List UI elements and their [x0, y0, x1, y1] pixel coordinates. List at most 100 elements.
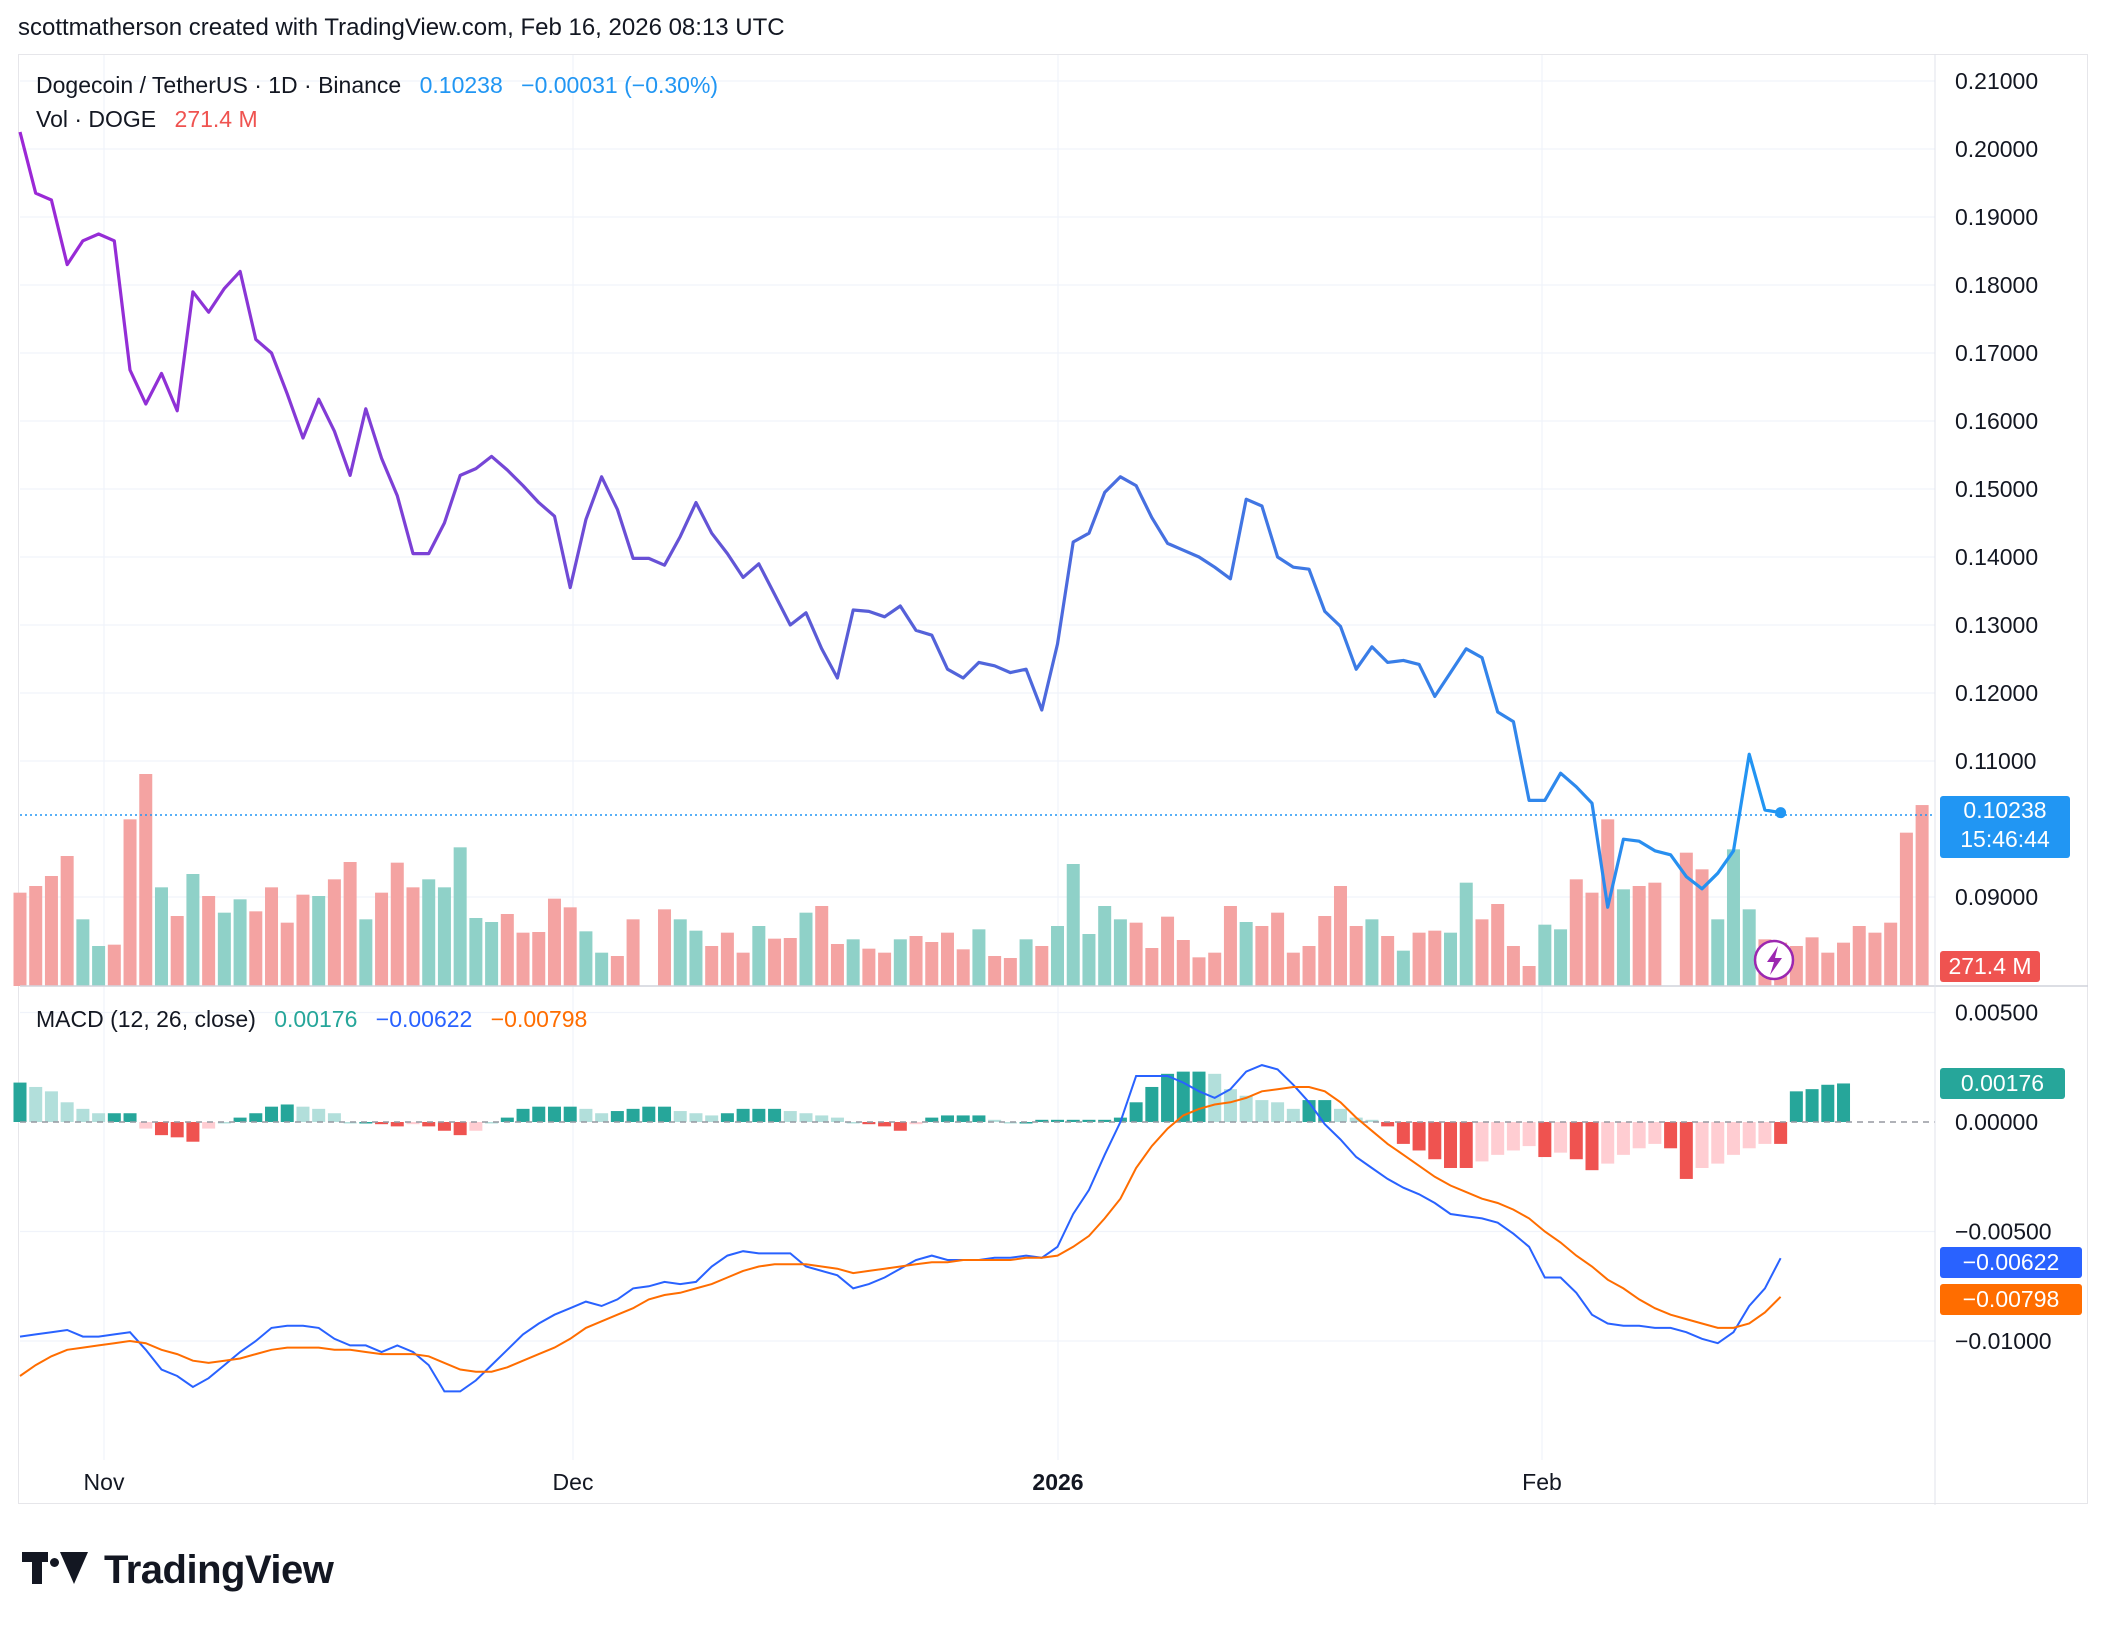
volume-bar [500, 914, 514, 986]
volume-bar [154, 887, 168, 986]
volume-bar [799, 912, 813, 986]
macd-hist-bar [626, 1108, 640, 1122]
macd-hist-bar [1491, 1122, 1505, 1155]
macd-hist-bar [1098, 1119, 1112, 1122]
chart-canvas[interactable]: 0.21000 0.20000 0.19000 0.18000 0.17000 0.160… [0, 0, 2108, 1520]
countdown-timer: 15:46:44 [1960, 826, 2050, 852]
volume-bar [626, 919, 640, 986]
volume-bar [1491, 904, 1505, 986]
macd-hist-bar [1271, 1102, 1285, 1122]
volume-bar [1035, 946, 1049, 986]
macd-hist-bar [862, 1122, 876, 1125]
macd-hist-bar [186, 1122, 200, 1142]
price-tick: 0.14000 [1955, 544, 2038, 570]
volume-bar [1412, 932, 1426, 986]
volume-bar [893, 939, 907, 986]
tradingview-logo[interactable]: TradingView [22, 1547, 334, 1592]
macd-hist-bar [720, 1113, 734, 1122]
macd-hist-bar [1726, 1122, 1740, 1155]
macd-hist-bar [1019, 1122, 1033, 1124]
volume-bar [1051, 926, 1065, 986]
volume-bar [312, 896, 326, 986]
macd-hist-bar [1239, 1095, 1253, 1122]
macd-hist-bar [1522, 1122, 1536, 1147]
macd-hist-bar [752, 1108, 766, 1122]
price-tick: 0.21000 [1955, 68, 2038, 94]
macd-hist-bar [390, 1122, 404, 1127]
symbol-title[interactable]: Dogecoin / TetherUS · 1D · Binance [36, 72, 402, 98]
volume-bar [202, 896, 216, 986]
macd-axis: 0.00500 0.00000 −0.00500 −0.01000 [1955, 1000, 2052, 1355]
volume-bar [107, 944, 121, 986]
volume-bar [909, 936, 923, 986]
macd-title[interactable]: MACD (12, 26, close) [36, 1006, 256, 1032]
volume-bar [343, 862, 357, 986]
volume-bar [1569, 879, 1583, 986]
macd-hist-bar [909, 1122, 923, 1125]
macd-hist-bar [1742, 1122, 1756, 1149]
volume-bar [422, 879, 436, 986]
macd-hist-bar [988, 1119, 1002, 1122]
macd-hist-bar [1711, 1122, 1725, 1164]
grid-lines [20, 55, 1935, 1460]
macd-hist-bar [422, 1122, 436, 1127]
price-tick: 0.15000 [1955, 476, 2038, 502]
macd-hist-bar [359, 1122, 373, 1124]
volume-bar [1695, 869, 1709, 986]
volume-bar [1444, 932, 1458, 986]
macd-tick: −0.00500 [1955, 1219, 2052, 1245]
volume-bar [1066, 864, 1080, 986]
price-tick: 0.18000 [1955, 272, 2038, 298]
volume-bar [1475, 919, 1489, 986]
chart-frame[interactable] [18, 54, 2088, 1504]
macd-hist-bar [940, 1115, 954, 1122]
volume-bar [249, 911, 263, 986]
macd-hist-bar [1286, 1108, 1300, 1122]
signal-line [19, 1086, 1782, 1377]
macd-hist-bar [830, 1117, 844, 1122]
macd-hist-bar [1774, 1122, 1788, 1144]
macd-hist-bar [658, 1106, 672, 1122]
price-tick: 0.11000 [1955, 748, 2036, 774]
macd-hist-bar [1554, 1122, 1568, 1153]
flash-icon[interactable] [1753, 939, 1795, 981]
macd-line [19, 1064, 1782, 1393]
volume-bar [1365, 919, 1379, 986]
macd-hist-bar [500, 1117, 514, 1122]
macd-hist-bar [1082, 1119, 1096, 1122]
volume-bars [13, 774, 1929, 986]
volume-bar [1239, 922, 1253, 986]
tradingview-wordmark: TradingView [104, 1547, 334, 1592]
volume-bar [1286, 952, 1300, 986]
macd-hist-bar [1145, 1086, 1159, 1122]
macd-hist-bar [925, 1117, 939, 1122]
volume-legend[interactable]: Vol · DOGE 271.4 M [36, 106, 262, 133]
macd-hist-bar [233, 1117, 247, 1122]
volume-bar [736, 952, 750, 986]
volume-bar [1302, 946, 1316, 986]
volume-bar [940, 932, 954, 986]
price-badge: 0.10238 15:46:44 [1940, 796, 2070, 858]
volume-bar [1506, 946, 1520, 986]
volume-bar [217, 912, 231, 986]
volume-bar [783, 938, 797, 986]
volume-bar [1679, 852, 1693, 986]
volume-title[interactable]: Vol · DOGE [36, 106, 157, 132]
macd-hist-bar [1051, 1119, 1065, 1122]
volume-bar [563, 907, 577, 986]
volume-bar [1616, 889, 1630, 986]
macd-hist-bar [878, 1122, 892, 1127]
macd-hist-bar [217, 1122, 231, 1124]
volume-bar [170, 916, 184, 986]
volume-bar [610, 956, 624, 986]
volume-value: 271.4 M [174, 106, 258, 132]
macd-hist-bar [265, 1106, 279, 1122]
volume-bar [830, 944, 844, 986]
macd-hist-bar [1318, 1100, 1332, 1122]
macd-hist-bar [13, 1082, 27, 1122]
macd-hist-bar [44, 1091, 58, 1122]
volume-bar [265, 887, 279, 986]
symbol-legend[interactable]: Dogecoin / TetherUS · 1D · Binance 0.102… [36, 72, 722, 99]
macd-legend[interactable]: MACD (12, 26, close) 0.00176 −0.00622 −0… [36, 1006, 591, 1033]
volume-bar [1459, 882, 1473, 986]
